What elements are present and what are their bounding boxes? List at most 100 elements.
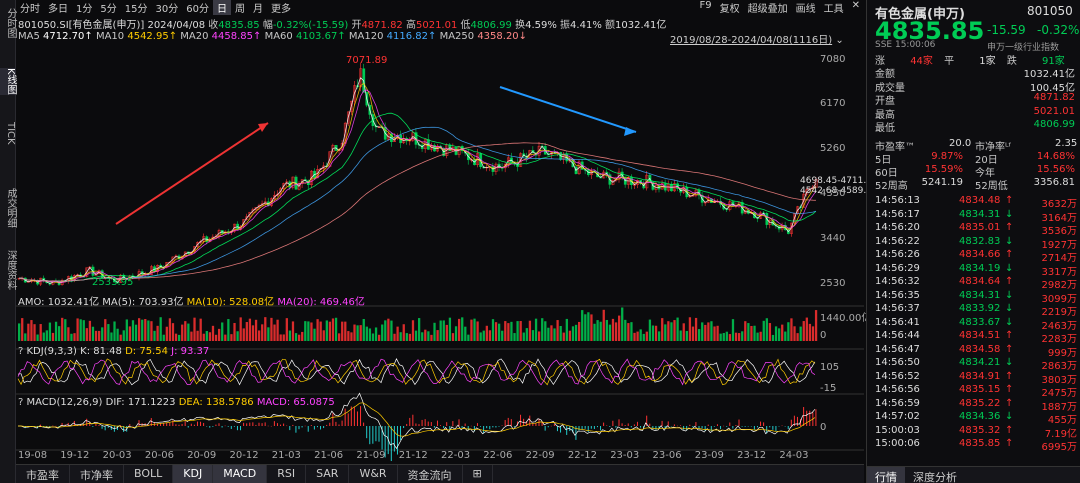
down-label: 跌 <box>1006 56 1017 67</box>
macd-bar <box>326 424 328 426</box>
question-icon[interactable]: ? <box>18 397 24 408</box>
macd-bar <box>335 421 337 426</box>
candle-body <box>94 273 98 276</box>
macd-bar <box>550 425 552 427</box>
tab-kdj[interactable]: KDJ <box>173 465 214 483</box>
macd-bar <box>698 426 700 429</box>
tab-trade-detail[interactable]: 成交明细 <box>5 188 16 228</box>
pe-value: 20.0 <box>949 138 972 149</box>
volume-bar <box>202 333 205 341</box>
volume-bar <box>811 326 815 341</box>
tab-rsi[interactable]: RSI <box>267 465 307 483</box>
period-intraday[interactable]: 分时 <box>20 4 40 15</box>
question-icon[interactable]: ? <box>18 346 24 357</box>
macd-bar <box>544 426 546 431</box>
period-multiday[interactable]: 多日 <box>48 4 68 15</box>
macd-dea: DEA: 138.5786 <box>178 397 254 408</box>
candle-body <box>260 203 264 206</box>
macd-bar <box>473 426 475 432</box>
period-5min[interactable]: 5分 <box>100 4 117 15</box>
macd-bar <box>809 410 811 426</box>
ma20-value: 4458.85↑ <box>211 31 262 42</box>
macd-bar <box>720 426 722 429</box>
period-month[interactable]: 月 <box>252 4 263 15</box>
tab-kline[interactable]: K线图 <box>0 68 16 95</box>
volume-bar <box>494 322 498 341</box>
period-week[interactable]: 周 <box>234 4 245 15</box>
candle-body <box>411 132 415 141</box>
period-1min[interactable]: 1分 <box>76 4 93 15</box>
price-tick: 3440 <box>820 233 846 244</box>
overlay-button[interactable]: 超级叠加 <box>747 4 788 15</box>
macd-dif: DIF: 171.1223 <box>105 397 176 408</box>
tab-macd[interactable]: MACD <box>213 465 268 483</box>
close-icon[interactable]: ✕ <box>851 0 860 11</box>
kdj-line <box>17 357 816 386</box>
tab-pb[interactable]: 市净率 <box>70 465 124 483</box>
macd-bar <box>532 423 534 426</box>
tab-sar[interactable]: SAR <box>306 465 350 483</box>
period-15min[interactable]: 15分 <box>124 4 148 15</box>
period-60min[interactable]: 60分 <box>186 4 209 15</box>
macd-bar <box>221 426 223 428</box>
adjust-button[interactable]: 复权 <box>719 4 740 15</box>
volume-bar <box>485 325 488 341</box>
macd-bar <box>412 414 414 426</box>
tools-button[interactable]: 工具 <box>823 4 844 15</box>
macd-bar <box>375 426 377 442</box>
period-day[interactable]: 日 <box>212 0 231 15</box>
macd-bar <box>710 426 712 431</box>
volume-bar <box>36 334 39 341</box>
macd-bar <box>393 426 395 452</box>
volume-bar <box>393 333 396 341</box>
macd-bar <box>670 426 672 427</box>
volume-bar <box>458 318 461 341</box>
add-tab-icon[interactable]: ⊞ <box>463 465 493 483</box>
volume-bar <box>239 317 242 341</box>
volume-bar <box>181 324 184 341</box>
macd-bar <box>55 425 57 427</box>
volume-bar <box>753 325 756 341</box>
volume-bar <box>368 328 372 341</box>
macd-bar <box>246 423 248 426</box>
tab-fund-flow[interactable]: 资金流向 <box>398 465 463 483</box>
macd-bar <box>443 426 445 429</box>
period-more[interactable]: 更多 <box>270 4 291 15</box>
macd-bar <box>800 418 802 426</box>
kdj-label: KDJ(9,3,3) <box>26 346 77 357</box>
macd-bar <box>292 424 294 426</box>
breadth-row: 涨 44家 平 1家 跌 91家 <box>875 52 1065 67</box>
close-value: 4835.85 <box>218 20 260 31</box>
tab-wr[interactable]: W&R <box>349 465 398 483</box>
tab-boll[interactable]: BOLL <box>124 465 174 483</box>
volume-bar <box>122 330 125 341</box>
tick-row: 14:56:37 4833.92 ↓ 2219万 <box>875 303 1077 318</box>
volume-bar <box>94 330 98 341</box>
volume-bar <box>694 317 698 341</box>
macd-bar <box>596 426 598 428</box>
date-tick: 23-09 <box>694 450 724 461</box>
period-30min[interactable]: 30分 <box>155 4 179 15</box>
tab-pe[interactable]: 市盈率 <box>16 465 70 483</box>
candle-body <box>85 267 89 277</box>
macd-bar <box>612 420 614 426</box>
macd-bar <box>701 426 703 429</box>
draw-button[interactable]: 画线 <box>795 4 816 15</box>
volume-bar <box>371 333 375 341</box>
tab-depth[interactable]: 深度资料 <box>5 250 16 290</box>
date-tick: 20-12 <box>229 450 259 461</box>
kline-chart[interactable] <box>16 44 864 464</box>
date-range[interactable]: 2019/08/28-2024/04/08(1116日) ⌄ <box>670 35 844 46</box>
tab-intraday[interactable]: 分时图 <box>5 8 16 38</box>
volume-bar <box>141 319 144 341</box>
candle-body <box>193 246 196 253</box>
tab-quote[interactable]: 行情 <box>867 467 905 483</box>
macd-bar <box>458 419 460 426</box>
tab-tick[interactable]: TICK <box>5 122 16 145</box>
chevron-down-icon[interactable]: ⌄ <box>835 35 844 46</box>
tick-row: 15:00:03 4835.32 ↑ 7.19亿 <box>875 424 1077 440</box>
tab-depth-analysis[interactable]: 深度分析 <box>913 471 957 483</box>
tick-row: 14:56:22 4832.83 ↓ 1927万 <box>875 235 1077 251</box>
volume-bar <box>51 332 55 341</box>
f9-button[interactable]: F9 <box>699 0 712 11</box>
